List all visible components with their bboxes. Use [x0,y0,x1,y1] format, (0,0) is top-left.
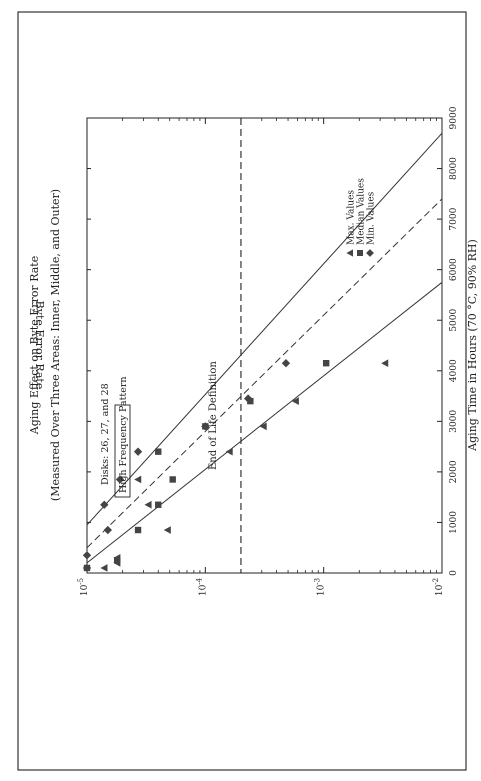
legend-marker [346,249,353,257]
legend-marker [357,250,363,256]
x-tick-label: 1000 [449,511,459,534]
y-tick-label: 10-2 [432,578,445,596]
legend: Max. Values Median Values Min. Values [346,178,377,257]
point-square [114,557,121,564]
point-square [322,359,330,367]
point-triangle-down [134,475,142,484]
pattern-annotation: High Frequency Pattern [118,377,129,494]
point-diamond [82,551,92,560]
x-axis-label: Aging Time in Hours (70 °C, 90% RH) [466,239,479,452]
point-square [155,448,162,455]
y-axis: 10-5 10-4 10-3 10-2 [77,118,445,596]
title-group: Aging Effect on Byte Error Rate (Measure… [28,189,62,501]
point-triangle-down [163,526,171,534]
fit-line-dashed [86,198,443,549]
point-triangle-down [100,564,108,572]
point-diamond [281,359,291,368]
x-tick-label: 4000 [449,359,459,382]
legend-marker [366,249,374,257]
y-tick-label: 10-3 [314,578,327,596]
y-tick-label: 10-5 [77,578,90,596]
x-axis: 0 1000 2000 3000 4000 5000 6000 7000 8000 9000 [87,106,459,576]
plot-frame [86,117,443,574]
disks-annotation-group: Disks: 26, 27, and 28 High Frequency Pat… [100,377,131,498]
pattern-box [114,404,131,498]
fit-line-solid [86,281,443,564]
point-diamond [201,422,210,431]
point-triangle-down [144,500,152,509]
chart-title: Aging Effect on Byte Error Rate [28,256,41,435]
x-tick-label: 8000 [449,157,459,180]
point-square [134,526,142,534]
end-of-life-label: End of Life Definition [208,361,219,470]
data-points [82,359,389,573]
x-tick-label: 5000 [449,308,459,331]
legend-label: Median Values [357,178,367,245]
point-square [247,397,254,405]
x-tick-label: 0 [449,570,459,576]
x-tick-label: 2000 [449,460,459,483]
point-diamond [115,475,125,484]
chart-subtitle: (Measured Over Three Areas: Inner, Middl… [49,189,62,501]
point-diamond [243,394,253,403]
x-tick-label: 6000 [449,258,459,281]
point-triangle-down [225,447,233,456]
point-diamond [103,525,112,535]
x-tick-label: 3000 [449,410,459,433]
legend-label: Min. Values [367,191,377,245]
legend-label: Max. Values [347,190,357,245]
point-triangle-down [381,359,389,368]
y-tick-label: 10-4 [195,577,208,596]
x-tick-label: 9000 [449,106,459,129]
y-axis-label: Byte Error Rate [33,301,46,390]
page-border [17,11,467,771]
point-diamond [100,500,109,509]
point-square [155,501,162,508]
disks-annotation: Disks: 26, 27, and 28 [100,383,111,485]
x-tick-label: 7000 [449,207,459,230]
point-diamond [82,563,92,573]
point-triangle-down [259,422,267,431]
fit-line-solid [86,132,443,526]
fit-lines [86,132,443,564]
point-diamond [133,447,143,456]
point-triangle-down [291,397,299,405]
point-square [169,476,176,483]
